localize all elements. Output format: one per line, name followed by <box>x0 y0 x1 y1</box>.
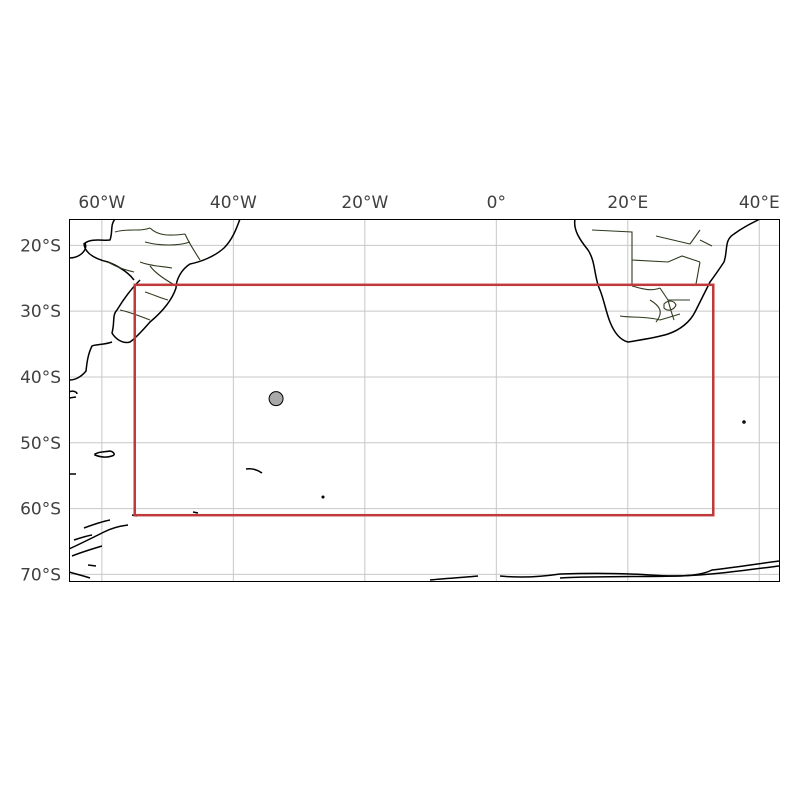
africa-borders <box>591 229 713 323</box>
lat-tick-label: 20°S <box>20 236 61 256</box>
lat-tick-label: 70°S <box>20 565 61 585</box>
location-marker <box>268 391 284 407</box>
south-america-inner-coast <box>83 242 135 281</box>
longitude-labels: 60°W 40°W 20°W 0° 20°E 40°E <box>78 193 779 213</box>
gridlines <box>69 219 779 581</box>
latitude-labels: 20°S 30°S 40°S 50°S 60°S 70°S <box>20 236 61 585</box>
lon-tick-label: 60°W <box>78 193 125 213</box>
map-frame <box>69 219 780 582</box>
lon-tick-label: 20°W <box>341 193 388 213</box>
falkland-islands <box>94 450 115 458</box>
lon-tick-label: 20°E <box>607 193 648 213</box>
land-features <box>69 219 779 581</box>
lat-tick-label: 30°S <box>20 302 61 322</box>
south-america-coastline <box>69 219 241 381</box>
antarctica-ice-shelf <box>559 565 779 579</box>
africa-coastline <box>573 219 761 343</box>
south-america-borders <box>107 227 201 321</box>
antarctic-peninsula <box>69 519 129 579</box>
region-box <box>133 283 715 517</box>
chile-fragments <box>69 390 78 399</box>
marion-island <box>742 420 746 424</box>
lat-tick-label: 40°S <box>20 368 61 388</box>
lesotho-outline <box>663 300 677 311</box>
lon-tick-label: 40°E <box>739 193 780 213</box>
gough-island <box>321 495 325 499</box>
lat-tick-label: 60°S <box>20 500 61 520</box>
antarctica-coastline <box>429 560 779 581</box>
south-georgia <box>245 468 263 474</box>
lon-tick-label: 0° <box>487 193 506 213</box>
lat-tick-label: 50°S <box>20 434 61 454</box>
lon-tick-label: 40°W <box>210 193 257 213</box>
